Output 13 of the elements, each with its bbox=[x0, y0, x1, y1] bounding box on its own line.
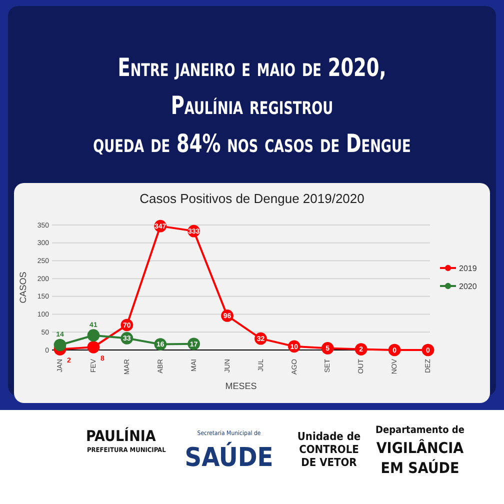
point bbox=[87, 340, 100, 354]
chart-title: Casos Positivos de Dengue 2019/2020 bbox=[140, 191, 364, 206]
legend-label: 2020 bbox=[459, 282, 478, 291]
text: PAULÍNIA bbox=[86, 427, 156, 445]
chart-subtitle: Entre janeiro e maio de 2020, Paulínia registrou queda de 84% nos casos de Dengue bbox=[93, 54, 411, 159]
text: Departamento de VIGILÂNCIA EM SAÚDE bbox=[376, 425, 464, 477]
text: Unidade de CONTROLE DE VETOR bbox=[297, 430, 361, 469]
legend-label: 2019 bbox=[459, 264, 478, 273]
y-axis-title: CASOS bbox=[18, 272, 28, 304]
point bbox=[87, 329, 100, 342]
x-axis-title: MESES bbox=[225, 381, 257, 391]
point bbox=[54, 338, 66, 352]
text: SAÚDE bbox=[184, 441, 274, 473]
